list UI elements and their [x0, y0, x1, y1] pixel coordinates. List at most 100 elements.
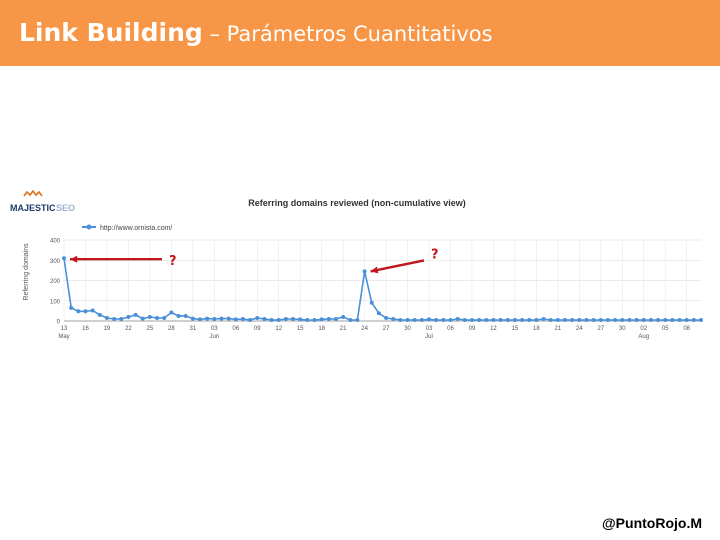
slide-title: Link Building – Parámetros Cuantitativos [19, 18, 493, 47]
y-tick-label: 100 [50, 299, 61, 305]
data-point [319, 317, 324, 322]
data-point [233, 317, 238, 322]
data-point [548, 317, 553, 322]
x-month-label: Aug [638, 334, 649, 340]
data-point [498, 317, 503, 322]
data-point [512, 317, 517, 322]
data-point [605, 317, 610, 322]
title-subtitle: Parámetros Cuantitativos [226, 22, 493, 46]
data-point [656, 317, 661, 322]
data-point [69, 305, 74, 310]
data-point [355, 317, 360, 322]
x-tick-label: 09 [254, 326, 261, 332]
x-tick-label: 03 [426, 326, 433, 332]
x-tick-label: 28 [168, 326, 175, 332]
x-tick-label: 12 [490, 326, 497, 332]
x-tick-label: 25 [147, 326, 154, 332]
data-point [434, 317, 439, 322]
data-point [90, 308, 95, 313]
arrowhead-icon [370, 266, 379, 274]
data-point [298, 317, 303, 322]
annotation-question-right: ? [431, 247, 439, 262]
data-point [441, 317, 446, 322]
data-point [104, 315, 109, 320]
data-point [534, 317, 539, 322]
x-tick-label: 15 [297, 326, 304, 332]
data-point [119, 316, 124, 321]
data-point [376, 311, 381, 316]
data-point [326, 316, 331, 321]
data-point [169, 310, 174, 315]
y-axis-label: Referring domains [23, 243, 30, 301]
data-point [205, 316, 210, 321]
arrow-shaft [370, 259, 425, 273]
x-tick-label: 30 [404, 326, 411, 332]
y-tick-label: 300 [50, 259, 61, 265]
data-point [126, 314, 131, 319]
x-tick-label: 27 [383, 326, 390, 332]
data-point [162, 315, 167, 320]
data-point [369, 300, 374, 305]
x-tick-label: 09 [469, 326, 476, 332]
legend-marker-icon [86, 224, 92, 230]
data-point [391, 316, 396, 321]
data-point [341, 314, 346, 319]
data-point [677, 317, 682, 322]
x-month-label: Jun [209, 334, 219, 340]
data-point [541, 316, 546, 321]
x-tick-label: 03 [211, 326, 218, 332]
data-point [691, 317, 696, 322]
data-point [641, 317, 646, 322]
x-month-label: Jul [425, 334, 433, 340]
data-point [520, 317, 525, 322]
data-point [419, 317, 424, 322]
data-point [183, 313, 188, 318]
data-point [405, 317, 410, 322]
data-point [627, 317, 632, 322]
data-point [484, 317, 489, 322]
annotation-arrow-left [70, 255, 162, 263]
data-point [427, 317, 432, 322]
x-tick-label: 19 [104, 326, 111, 332]
x-tick-label: 30 [619, 326, 626, 332]
data-point [477, 317, 482, 322]
data-point [112, 316, 117, 321]
data-point [555, 317, 560, 322]
data-point [83, 309, 88, 314]
data-point [634, 317, 639, 322]
data-point [155, 315, 160, 320]
data-point [663, 317, 668, 322]
y-tick-label: 0 [57, 320, 61, 326]
data-point [462, 317, 467, 322]
data-point [248, 317, 253, 322]
data-point [176, 313, 181, 318]
x-month-label: May [58, 334, 69, 340]
data-point [140, 316, 145, 321]
x-tick-label: 21 [555, 326, 562, 332]
logo-main-text: MAJESTIC [10, 203, 56, 213]
annotation-arrow-right [370, 259, 425, 274]
data-point [283, 316, 288, 321]
x-tick-label: 22 [125, 326, 132, 332]
data-point [384, 315, 389, 320]
x-tick-label: 24 [576, 326, 583, 332]
logo-suffix-text: SEO [56, 203, 75, 213]
data-point [491, 317, 496, 322]
x-tick-label: 16 [82, 326, 89, 332]
data-point [240, 316, 245, 321]
data-point [684, 317, 689, 322]
data-point [62, 256, 66, 261]
data-point [226, 316, 231, 321]
data-point [348, 317, 353, 322]
legend-label: http://www.ornista.com/ [100, 225, 172, 232]
data-point [598, 317, 603, 322]
data-point [362, 269, 367, 274]
chart-background [6, 190, 708, 342]
x-tick-label: 13 [61, 326, 68, 332]
data-point [133, 312, 138, 317]
data-point [197, 317, 202, 322]
x-tick-label: 27 [597, 326, 604, 332]
data-point [455, 316, 460, 321]
data-point [190, 316, 195, 321]
data-point [505, 317, 510, 322]
